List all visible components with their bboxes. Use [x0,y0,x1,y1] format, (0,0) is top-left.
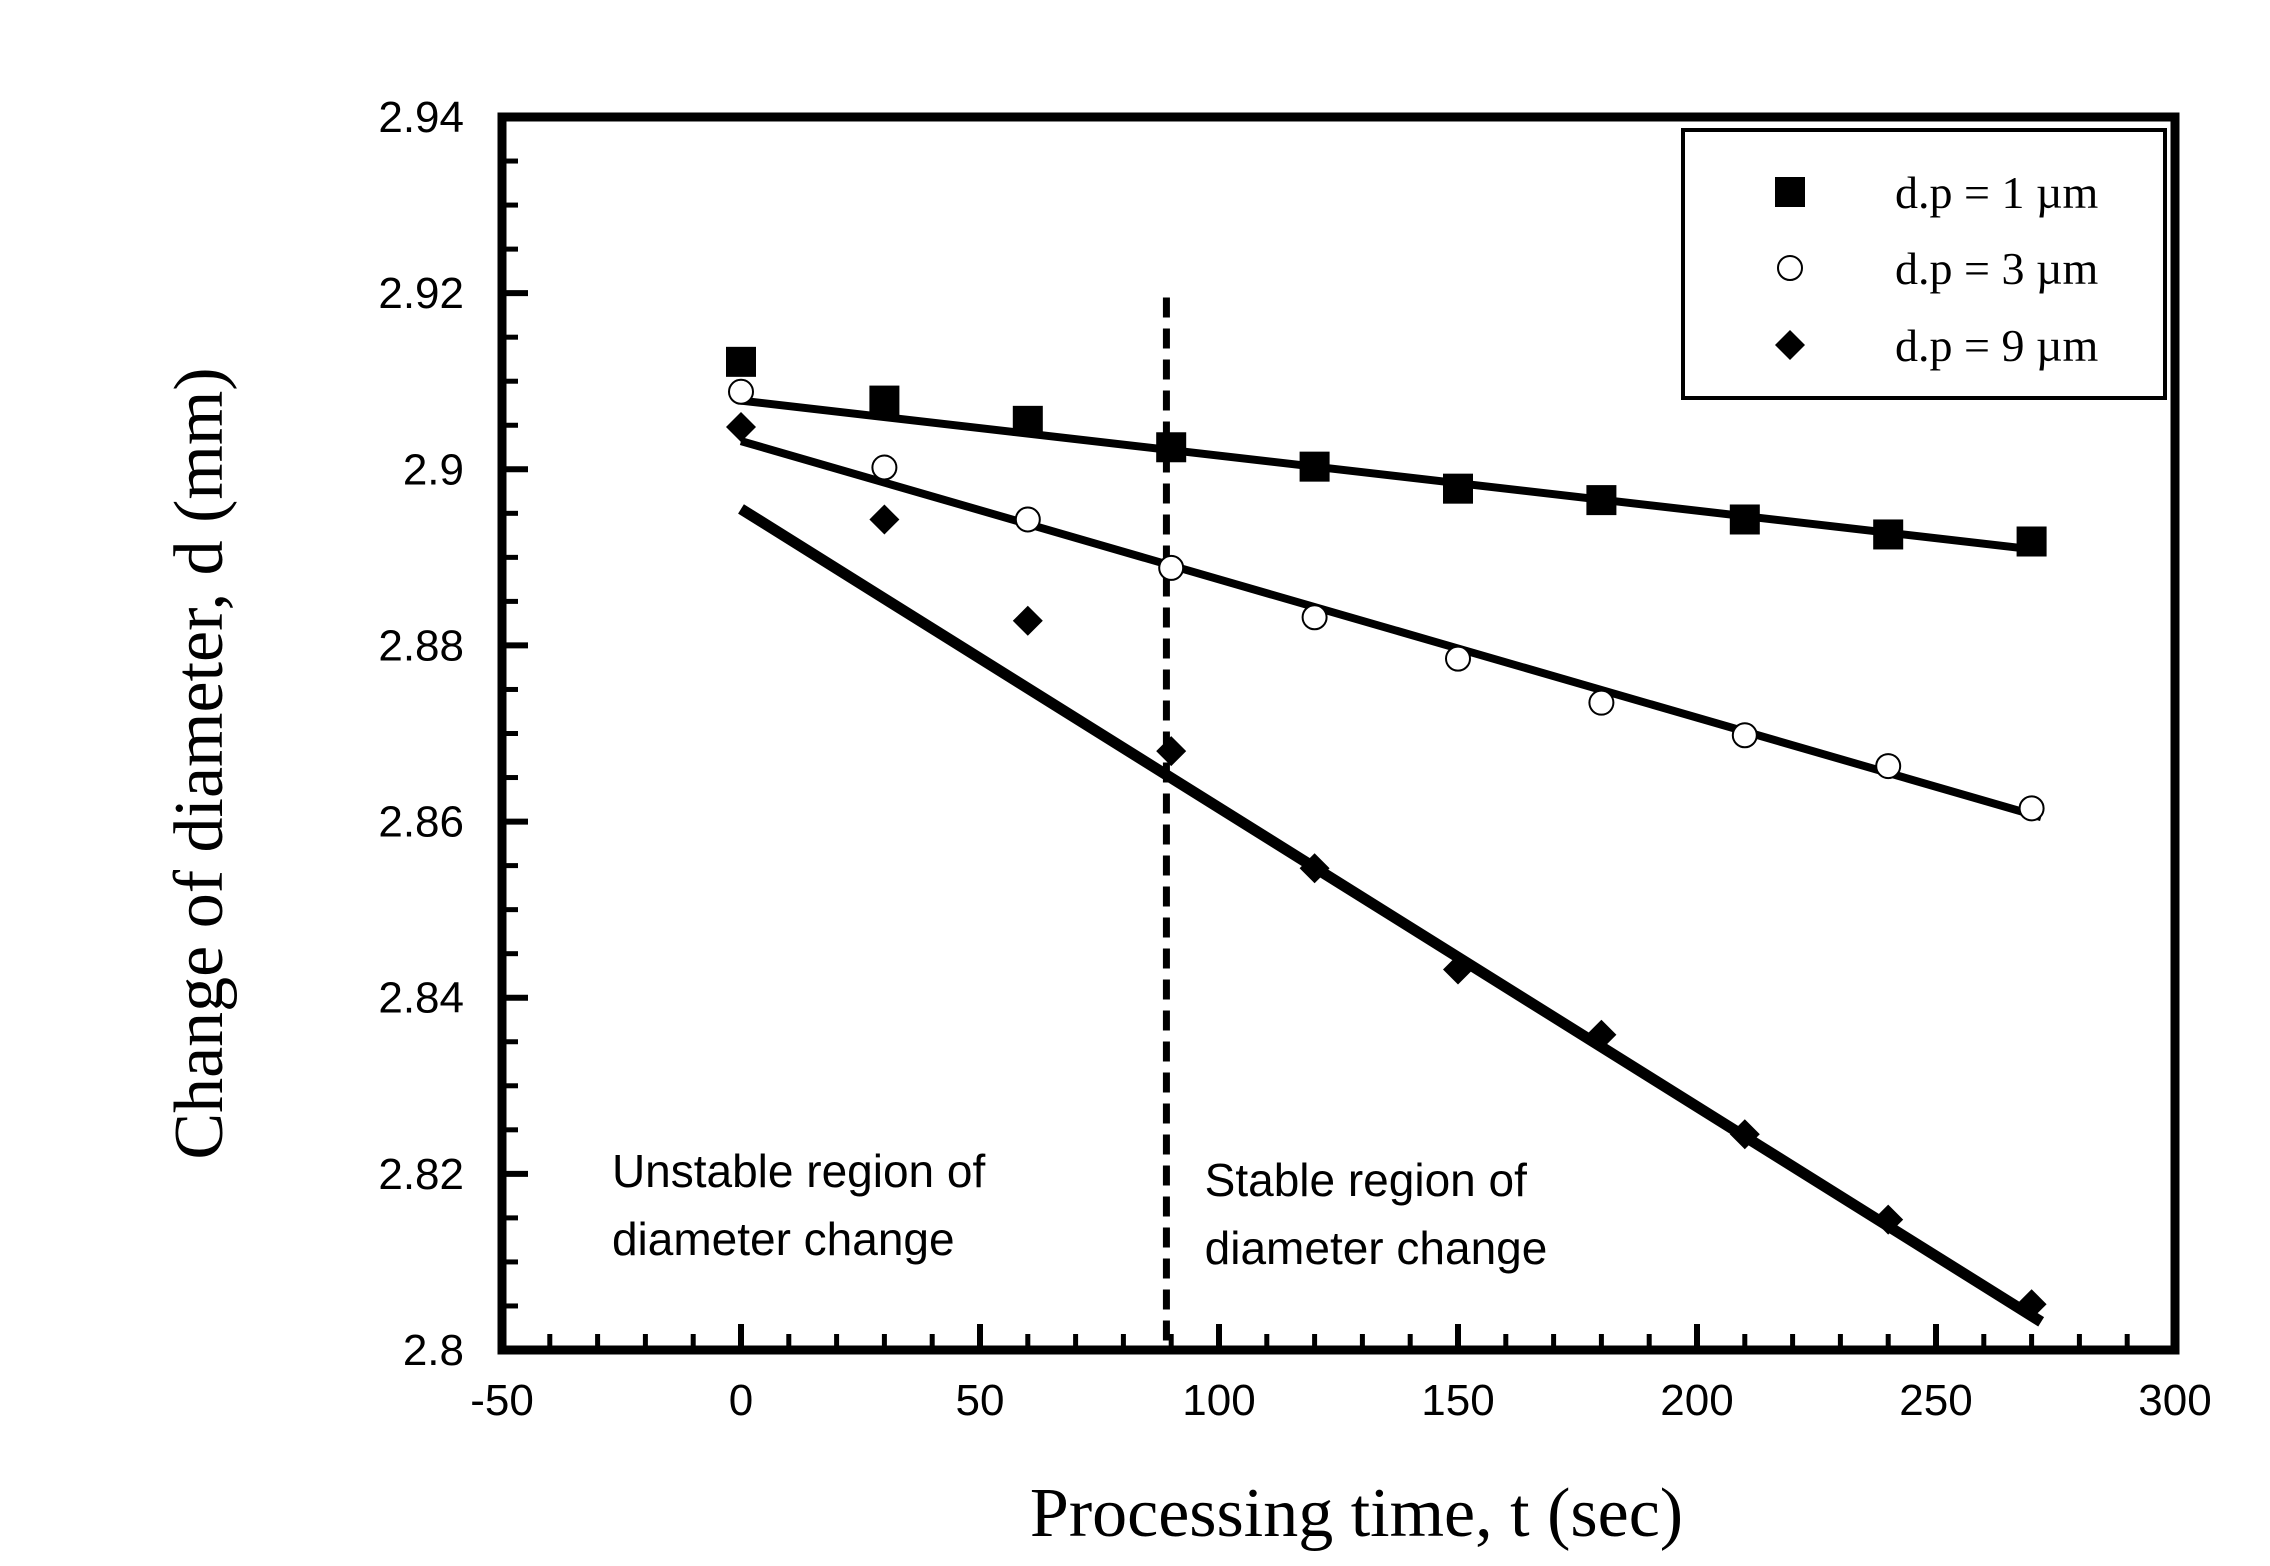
data-point-series-2 [1014,506,1041,533]
legend-label-dp9: d.p = 9 µm [1895,320,2098,371]
annotation-unstable-line-1: Unstable region of [612,1145,986,1197]
y-tick-label: 2.8 [403,1326,464,1375]
annotation-unstable-region: Unstable region of diameter change [612,1145,986,1265]
data-point-series-2 [728,378,754,405]
legend: d.p = 1 µm d.p = 3 µm d.p = 9 µm [1681,128,2167,400]
data-point-series-1 [1012,405,1043,436]
data-points [726,346,2047,1320]
data-point-series-1 [1729,504,1760,535]
data-point-series-2 [1588,689,1615,716]
annotation-stable-region: Stable region of diameter change [1205,1154,1548,1274]
data-point-series-3 [1729,1119,1760,1150]
data-point-series-3 [2016,1289,2047,1320]
data-point-series-2 [1158,554,1185,581]
data-point-series-2 [1301,604,1328,631]
data-point-series-1 [1299,451,1330,482]
fit-line-series-2 [739,437,2043,822]
y-axis-title: Change of diameter, d (mm) [161,367,238,1159]
data-point-series-1 [1156,432,1187,463]
data-point-series-1 [1873,519,1904,550]
data-point-series-2 [1731,722,1758,749]
x-tick-label: -50 [470,1376,534,1425]
annotation-stable-line-1: Stable region of [1205,1154,1527,1206]
x-tick-label: 100 [1182,1376,1255,1425]
legend-label-dp3: d.p = 3 µm [1895,243,2098,294]
data-point-series-1 [1586,485,1617,516]
y-tick-label: 2.94 [378,93,464,142]
data-point-series-3 [1443,954,1473,985]
y-tick-label: 2.9 [403,445,464,494]
data-point-series-1 [1443,473,1473,504]
data-point-series-3 [869,504,900,535]
x-axis-title: Processing time, t (sec) [1030,1475,1683,1552]
data-point-series-3 [1012,605,1043,636]
data-point-series-1 [2016,526,2047,557]
y-tick-label: 2.82 [378,1150,464,1199]
data-point-series-2 [1445,645,1471,672]
x-tick-label: 250 [1899,1376,1972,1425]
annotation-stable-line-2: diameter change [1205,1222,1548,1274]
x-tick-label: 150 [1421,1376,1494,1425]
ticks-layer: -50 0 50 100 150 200 250 300 2.8 2.82 2.84 2.86 2.88… [378,93,2211,1425]
x-tick-label: 50 [956,1376,1005,1425]
y-tick-label: 2.86 [378,798,464,847]
legend-marker-3 [1775,330,1805,360]
data-point-series-3 [1873,1204,1904,1235]
data-point-series-2 [871,454,898,481]
data-point-series-3 [1299,853,1330,884]
data-point-series-3 [726,412,756,443]
data-point-series-3 [1586,1019,1617,1050]
fit-lines [738,396,2045,1327]
x-tick-label: 300 [2138,1376,2211,1425]
plot-frame [497,112,2180,1355]
data-point-series-3 [1156,736,1187,767]
annotation-unstable-line-2: diameter change [612,1213,955,1265]
fit-line-series-3 [738,504,2045,1327]
x-tick-label: 0 [729,1376,753,1425]
data-point-series-2 [2018,795,2045,822]
x-tick-label: 200 [1660,1376,1733,1425]
data-point-series-2 [1875,753,1902,780]
legend-label-dp1: d.p = 1 µm [1895,167,2098,218]
legend-marker-1 [1775,177,1805,207]
data-point-series-1 [726,346,756,377]
legend-marker-2 [1777,255,1803,281]
y-tick-label: 2.92 [378,269,464,318]
fit-line-series-1 [740,396,2042,555]
y-tick-label: 2.84 [378,974,464,1023]
data-point-series-1 [869,385,900,416]
legend-box [1681,128,2167,400]
y-tick-label: 2.88 [378,621,464,670]
